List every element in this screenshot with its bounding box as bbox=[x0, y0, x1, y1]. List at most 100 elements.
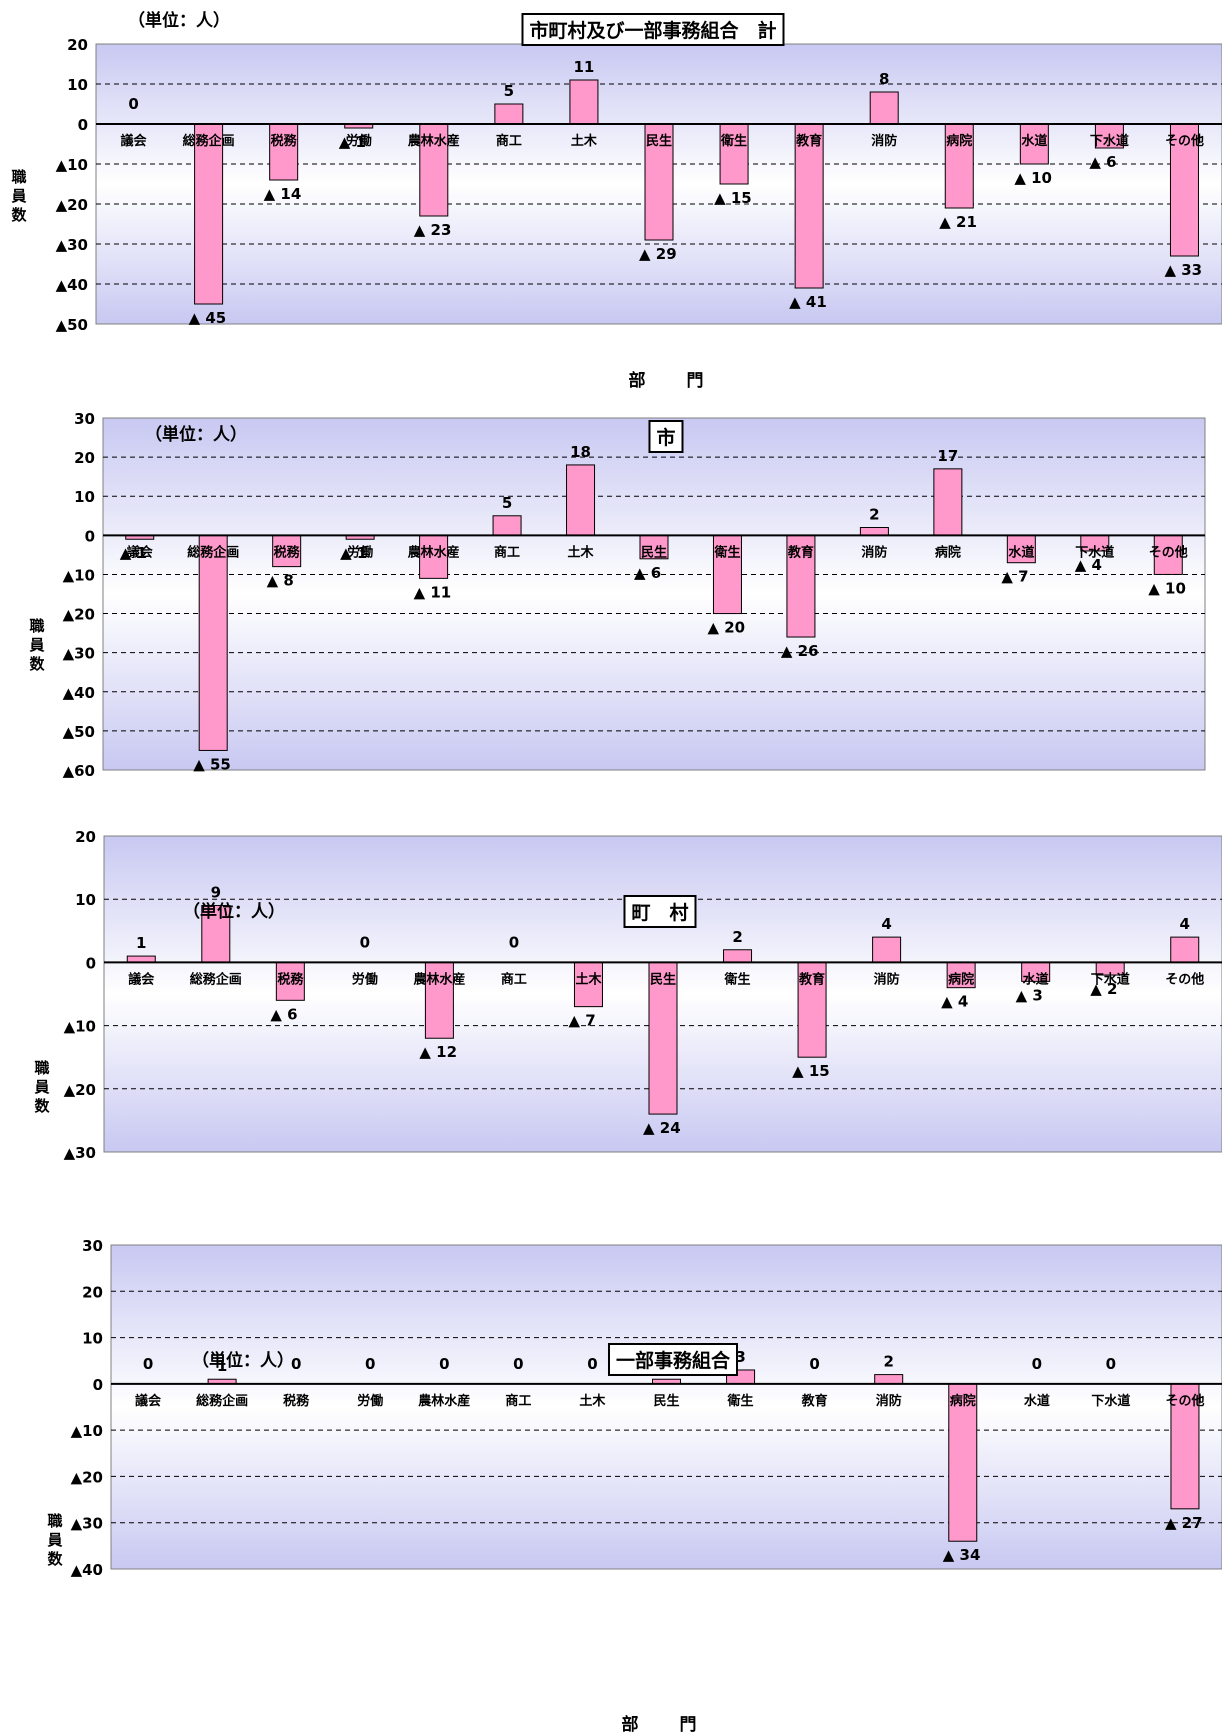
value-label: ▲ 1 bbox=[340, 544, 367, 562]
y-tick-label: 10 bbox=[74, 488, 95, 506]
bar bbox=[859, 527, 889, 536]
unit-label: （単位：人） bbox=[128, 11, 230, 31]
category-label: 教育 bbox=[795, 133, 822, 149]
category-label: 税務 bbox=[271, 133, 298, 149]
category-label: 商工 bbox=[494, 544, 520, 560]
unit-label: （単位：人） bbox=[183, 902, 285, 922]
value-label: 8 bbox=[879, 70, 889, 88]
category-label: 税務 bbox=[274, 544, 301, 560]
y-tick-label: ▲50 bbox=[63, 723, 95, 741]
value-label: ▲ 41 bbox=[789, 293, 827, 311]
value-label: ▲ 15 bbox=[714, 189, 752, 207]
category-label: 病院 bbox=[950, 1393, 976, 1409]
y-tick-label: ▲30 bbox=[63, 645, 95, 663]
value-label: ▲ 4 bbox=[941, 993, 968, 1011]
value-label: 2 bbox=[869, 506, 879, 524]
category-label: 消防 bbox=[861, 544, 887, 560]
value-label: ▲ 27 bbox=[1165, 1514, 1203, 1532]
y-axis-label: 職員数 bbox=[34, 1059, 50, 1115]
y-tick-label: ▲30 bbox=[56, 236, 88, 254]
category-label: 水道 bbox=[1008, 544, 1034, 560]
value-label: ▲ 10 bbox=[1148, 579, 1186, 597]
category-label: その他 bbox=[1165, 133, 1204, 149]
value-label: ▲ 6 bbox=[634, 564, 661, 582]
bar bbox=[1006, 534, 1036, 564]
bar bbox=[566, 464, 596, 536]
chart-svg: 3020100▲10▲20▲30▲40議会0総務企画1税務0労働0農林水産0商工… bbox=[71, 1237, 1222, 1579]
bar bbox=[492, 515, 522, 536]
category-label: 消防 bbox=[871, 133, 897, 149]
value-label: ▲ 45 bbox=[189, 309, 227, 327]
value-label: 0 bbox=[291, 1355, 301, 1373]
value-label: ▲ 7 bbox=[1001, 568, 1028, 586]
category-label: 農林水産 bbox=[418, 1393, 470, 1409]
y-tick-label: ▲10 bbox=[64, 1018, 96, 1036]
value-label: 3 bbox=[735, 1348, 745, 1366]
value-label: 0 bbox=[809, 1355, 819, 1373]
category-label: 議会 bbox=[135, 1393, 162, 1409]
plot-area bbox=[102, 417, 1206, 771]
value-label: 0 bbox=[365, 1355, 375, 1373]
y-tick-label: 0 bbox=[85, 527, 95, 545]
value-label: 0 bbox=[128, 95, 138, 113]
value-label: ▲ 10 bbox=[1014, 169, 1052, 187]
bar bbox=[946, 961, 976, 989]
chart-panel-town-village: 20 10 0 ▲10 ▲20 ▲30 議会 1 総務企画 9 税務 ▲ 6 労働 0 農林水産 ▲ 12 商工… bbox=[0, 828, 1222, 1310]
bar bbox=[272, 534, 302, 568]
bar bbox=[644, 123, 674, 241]
chart-panel-total: 20 10 0 ▲10 ▲20 ▲30 ▲40 ▲50 議会 0 総務企画 ▲ 45 税務 ▲ 14 労働 ▲… bbox=[0, 0, 1222, 391]
value-label: ▲ 24 bbox=[643, 1119, 681, 1137]
category-label: 労働 bbox=[357, 1393, 383, 1409]
bar bbox=[573, 961, 603, 1008]
category-label: 商工 bbox=[505, 1393, 531, 1409]
value-label: 4 bbox=[881, 915, 891, 933]
value-label: 0 bbox=[360, 933, 370, 951]
bar bbox=[786, 534, 816, 638]
chart-panel-city: 30 20 10 0 ▲10 ▲20 ▲30 ▲40 ▲50 ▲60 議会 ▲ 1 総務企画 ▲ 55 税務… bbox=[0, 410, 1222, 883]
chart-title: 町 村 bbox=[623, 895, 697, 928]
bar bbox=[933, 468, 963, 536]
value-label: 11 bbox=[573, 58, 594, 76]
value-label: ▲ 15 bbox=[792, 1062, 830, 1080]
value-label: ▲ 6 bbox=[1089, 153, 1116, 171]
category-label: 議会 bbox=[121, 133, 148, 149]
value-label: 4 bbox=[1180, 915, 1190, 933]
category-label: 土木 bbox=[575, 971, 602, 987]
value-label: ▲ 12 bbox=[419, 1043, 457, 1061]
category-label: 土木 bbox=[571, 133, 598, 149]
value-label: ▲ 23 bbox=[414, 221, 452, 239]
y-tick-label: ▲20 bbox=[64, 1081, 96, 1099]
category-label: その他 bbox=[1149, 544, 1188, 560]
y-tick-label: 30 bbox=[82, 1237, 103, 1255]
category-label: 民生 bbox=[653, 1393, 679, 1409]
y-tick-label: ▲10 bbox=[71, 1422, 103, 1440]
y-tick-label: 0 bbox=[86, 954, 96, 972]
bar bbox=[712, 534, 742, 615]
value-label: ▲ 33 bbox=[1164, 261, 1202, 279]
category-label: 税務 bbox=[277, 971, 304, 987]
y-tick-label: ▲40 bbox=[56, 276, 88, 294]
bar bbox=[569, 79, 599, 125]
y-axis-label: 職員数 bbox=[11, 168, 27, 224]
bar bbox=[424, 961, 454, 1039]
bar bbox=[275, 961, 305, 1001]
bar bbox=[194, 123, 224, 305]
y-tick-label: 0 bbox=[78, 116, 88, 134]
category-label: その他 bbox=[1165, 1393, 1204, 1409]
value-label: ▲ 11 bbox=[414, 583, 452, 601]
category-label: 農林水産 bbox=[408, 544, 460, 560]
value-label: ▲ 1 bbox=[339, 133, 366, 151]
value-label: 18 bbox=[570, 443, 591, 461]
bar bbox=[419, 534, 449, 579]
bar bbox=[1153, 534, 1183, 575]
y-tick-label: ▲10 bbox=[63, 566, 95, 584]
category-label: 病院 bbox=[935, 544, 961, 560]
bar bbox=[201, 905, 231, 963]
value-label: ▲ 7 bbox=[568, 1012, 595, 1030]
category-label: 水道 bbox=[1024, 1393, 1050, 1409]
category-label: 下水道 bbox=[1075, 544, 1114, 560]
y-tick-label: ▲40 bbox=[71, 1561, 103, 1579]
bar bbox=[723, 949, 753, 963]
bar bbox=[874, 1374, 904, 1385]
